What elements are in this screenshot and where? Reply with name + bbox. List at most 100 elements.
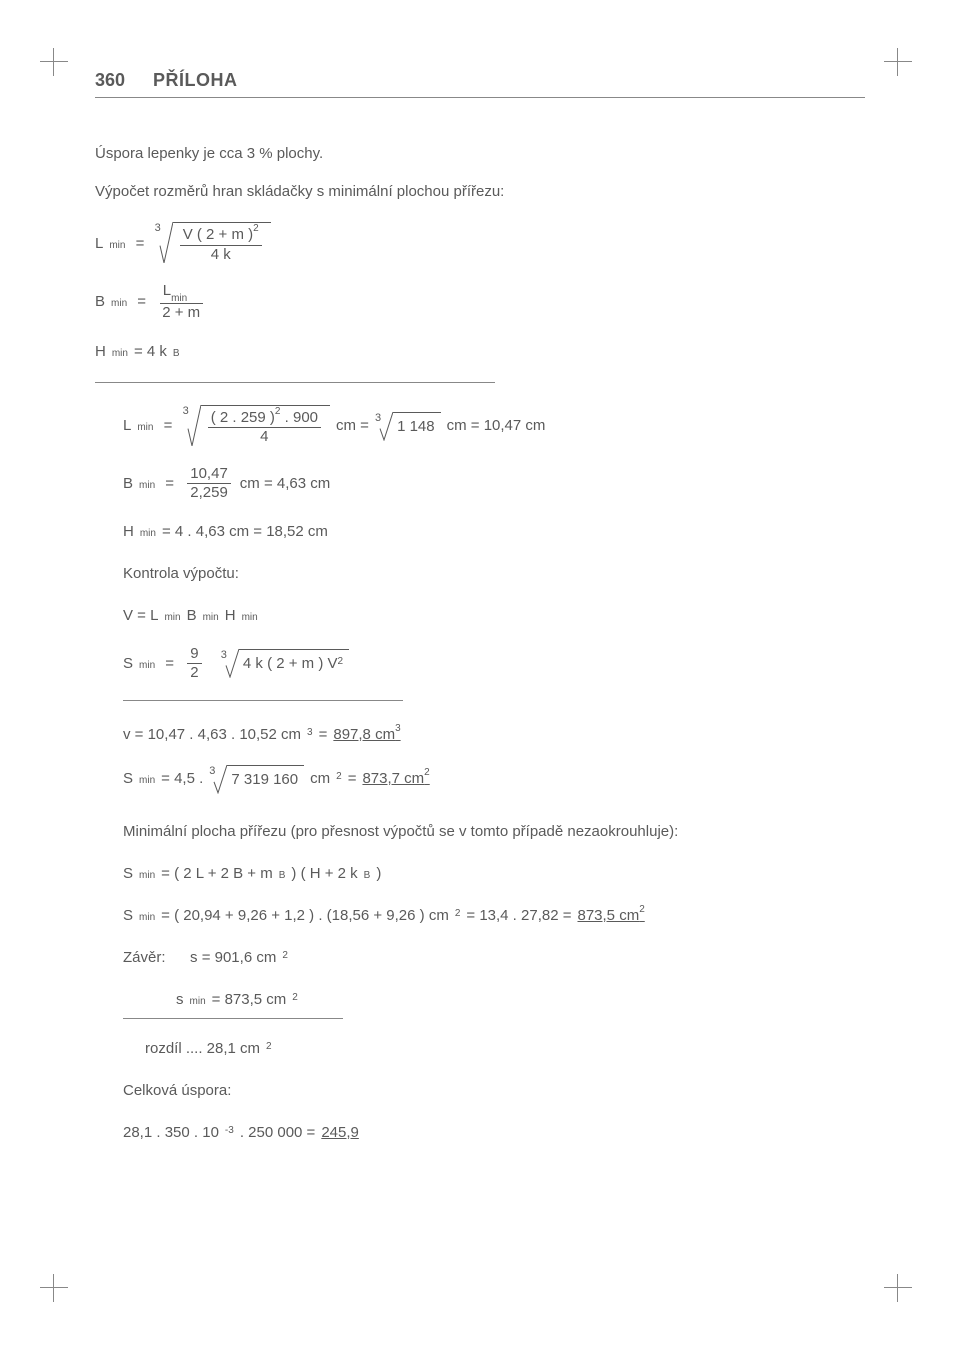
text: 873,5 cm xyxy=(577,907,639,924)
final-smin-formula: Smin = ( 2 L + 2 B + mB ) ( H + 2 kB ) xyxy=(123,862,865,886)
equals: = xyxy=(133,290,150,314)
superscript: 2 xyxy=(338,654,344,670)
text: = 13,4 . 27,82 = xyxy=(466,904,571,928)
subscript: B xyxy=(173,346,180,362)
radical-icon xyxy=(379,412,393,441)
calc-v-formula: V = Lmin Bmin Hmin xyxy=(123,604,865,628)
numerator: V ( 2 + m )2 xyxy=(180,225,262,246)
numerator: ( 2 . 259 )2 . 900 xyxy=(208,408,321,429)
root-body: V ( 2 + m )2 4 k xyxy=(173,222,271,265)
superscript: 2 xyxy=(336,769,342,785)
subscript: min xyxy=(139,868,155,884)
superscript: 2 xyxy=(282,948,288,964)
text: = 4,5 . xyxy=(161,767,203,791)
symbol: B xyxy=(95,290,105,314)
subscript: min xyxy=(137,420,153,436)
formula-bmin-general: Bmin = Lmin 2 + m xyxy=(95,283,865,322)
text: cm xyxy=(310,767,330,791)
kontrola-label: Kontrola výpočtu: xyxy=(123,562,865,586)
text: s = 901,6 cm xyxy=(190,946,276,970)
intro-text: Úspora lepenky je cca 3 % plochy. xyxy=(95,142,865,166)
superscript: 2 xyxy=(266,1039,272,1055)
formula-lmin-general: Lmin = 3 V ( 2 + m )2 4 k xyxy=(95,222,865,265)
radical-icon xyxy=(159,222,173,265)
text: = xyxy=(348,767,357,791)
text: 28,1 . 350 . 10 xyxy=(123,1121,219,1145)
subscript: min xyxy=(140,526,156,542)
radical-icon xyxy=(213,765,227,794)
text: . 250 000 = xyxy=(240,1121,315,1145)
subscript: min xyxy=(242,610,258,626)
subscript: min xyxy=(171,293,187,304)
root-body: 1 148 xyxy=(393,412,441,441)
label: Závěr: xyxy=(123,946,166,970)
cube-root: 3 4 k ( 2 + m ) V2 xyxy=(221,649,349,678)
root-body: 7 319 160 xyxy=(227,765,304,794)
calc-smin-formula: Smin = 9 2 3 4 k ( 2 + m ) V2 xyxy=(123,646,865,682)
fraction: Lmin 2 + m xyxy=(159,283,203,322)
symbol: L xyxy=(95,232,103,256)
formula-hmin-general: Hmin = 4 kB xyxy=(95,340,865,364)
section-title: PŘÍLOHA xyxy=(153,70,238,91)
separator xyxy=(123,700,403,701)
equals: = xyxy=(131,232,148,256)
superscript: 2 xyxy=(455,906,461,922)
subscript: min xyxy=(164,610,180,626)
superscript: 2 xyxy=(275,406,281,417)
numerator: Lmin xyxy=(160,283,203,304)
calc-bmin: Bmin = 10,47 2,259 cm = 4,63 cm xyxy=(123,466,865,502)
symbol: S xyxy=(123,652,133,676)
superscript: 2 xyxy=(424,767,430,778)
final-zaver: Závěr: s = 901,6 cm 2 xyxy=(123,946,865,970)
subscript: min xyxy=(112,346,128,362)
final-smin-line: smin = 873,5 cm2 xyxy=(145,988,865,1012)
text: v = 10,47 . 4,63 . 10,52 cm xyxy=(123,723,301,747)
equals: = xyxy=(161,472,178,496)
text: ) xyxy=(376,862,381,886)
min-plocha-label: Minimální plocha přířezu (pro přesnost v… xyxy=(123,820,865,844)
symbol: L xyxy=(123,414,131,438)
denominator: 4 xyxy=(257,428,271,446)
final-rozdil: rozdíl .... 28,1 cm 2 xyxy=(145,1037,865,1061)
symbol: H xyxy=(95,340,106,364)
calc-smin-numeric: Smin = 4,5 . 3 7 319 160 cm2 = 873,7 cm2 xyxy=(123,765,865,794)
numerator: 10,47 xyxy=(187,466,231,485)
text: cm = 10,47 cm xyxy=(447,414,546,438)
text: = ( 20,94 + 9,26 + 1,2 ) . (18,56 + 9,26… xyxy=(161,904,449,928)
text: = xyxy=(319,723,328,747)
subscript: min xyxy=(139,773,155,789)
equals: = xyxy=(159,414,176,438)
denominator: 4 k xyxy=(208,246,234,264)
subscript: min xyxy=(190,994,206,1010)
radical-icon xyxy=(225,649,239,678)
result: 245,9 xyxy=(321,1121,359,1145)
cube-root: 3 7 319 160 xyxy=(209,765,304,794)
subtitle-text: Výpočet rozměrů hran skládačky s minimál… xyxy=(95,180,865,204)
text: rozdíl .... 28,1 cm xyxy=(145,1037,260,1061)
calc-hmin: Hmin = 4 . 4,63 cm = 18,52 cm xyxy=(123,520,865,544)
text: H xyxy=(225,604,236,628)
subscript: min xyxy=(203,610,219,626)
text: 4 k ( 2 + m ) V xyxy=(243,652,338,676)
final-smin-calc: Smin = ( 20,94 + 9,26 + 1,2 ) . (18,56 +… xyxy=(123,904,865,928)
page-content: Úspora lepenky je cca 3 % plochy. Výpoče… xyxy=(95,142,865,1145)
spacer xyxy=(172,946,185,970)
separator xyxy=(123,1018,343,1019)
separator xyxy=(95,382,495,383)
page-header: 360 PŘÍLOHA xyxy=(95,70,865,91)
symbol: S xyxy=(123,767,133,791)
superscript: 3 xyxy=(307,725,313,741)
subscript: min xyxy=(139,478,155,494)
denominator: 2 xyxy=(187,664,201,682)
result: 897,8 cm3 xyxy=(333,723,400,747)
text: L xyxy=(163,282,171,299)
superscript: 3 xyxy=(395,723,401,734)
superscript: 2 xyxy=(253,223,259,234)
fraction: 10,47 2,259 xyxy=(187,466,231,502)
crop-mark-icon xyxy=(884,48,912,76)
superscript: 2 xyxy=(639,904,645,915)
text: ( 2 . 259 ) xyxy=(211,409,275,426)
text: ) ( H + 2 k xyxy=(291,862,357,886)
root-body: 4 k ( 2 + m ) V2 xyxy=(239,649,349,678)
calc-lmin: Lmin = 3 ( 2 . 259 )2 . 900 4 cm = 3 xyxy=(123,405,865,448)
